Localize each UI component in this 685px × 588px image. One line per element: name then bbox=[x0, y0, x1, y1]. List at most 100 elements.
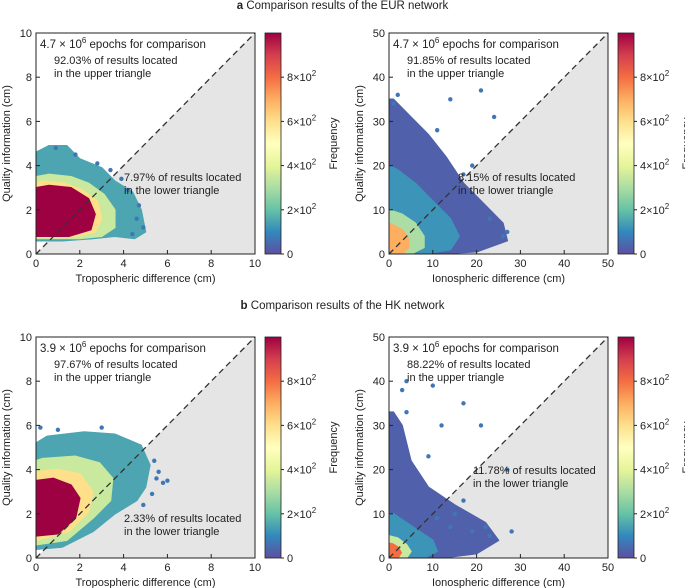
scatter-point bbox=[119, 176, 124, 182]
x-tick-label: 30 bbox=[514, 562, 526, 574]
colorbar-tick-label: 4×102 bbox=[287, 462, 317, 477]
colorbar-tick-label: 4×102 bbox=[640, 158, 670, 173]
y-tick-label: 10 bbox=[20, 332, 32, 344]
y-tick-label: 4 bbox=[26, 161, 32, 173]
y-tick-label: 10 bbox=[373, 509, 385, 521]
y-tick-label: 20 bbox=[373, 161, 385, 173]
upper-triangle-annotation: 97.67% of results located bbox=[54, 359, 178, 371]
upper-triangle-annotation: 92.03% of results located bbox=[54, 55, 178, 67]
x-axis-label: Tropospheric difference (cm) bbox=[76, 273, 216, 285]
scatter-point bbox=[399, 387, 405, 393]
y-tick-label: 40 bbox=[373, 376, 385, 388]
diagonal-line bbox=[35, 32, 256, 255]
x-tick-label: 10 bbox=[427, 562, 439, 574]
x-tick-label: 4 bbox=[121, 258, 127, 270]
x-tick-label: 20 bbox=[470, 258, 482, 270]
section-letter-a: a bbox=[236, 0, 244, 12]
colorbar-tick-label: 6×102 bbox=[640, 417, 670, 432]
scatter-point bbox=[154, 476, 159, 481]
x-tick-label: 0 bbox=[33, 258, 39, 270]
y-tick-label: 8 bbox=[26, 376, 32, 388]
x-tick-label: 10 bbox=[249, 258, 261, 270]
x-tick-label: 50 bbox=[602, 258, 614, 270]
colorbar-tick-label: 8×102 bbox=[287, 69, 317, 84]
scatter-point bbox=[73, 152, 78, 157]
y-tick-label: 2 bbox=[26, 205, 32, 217]
chart-hk-trop: 0 2 4 6 8 10 0 2 4 6 8 10 Tropospheric difference (c… bbox=[1, 332, 340, 588]
y-axis-label: Quality information (cm) bbox=[354, 85, 366, 202]
x-tick-label: 0 bbox=[386, 562, 392, 574]
colorbar-tick-label: 2×102 bbox=[640, 506, 670, 521]
upper-triangle-annotation: 91.85% of results located bbox=[407, 55, 531, 67]
scatter-point bbox=[38, 425, 43, 430]
x-tick-label: 10 bbox=[427, 258, 439, 270]
lower-triangle-annotation: 2.33% of results located bbox=[124, 513, 241, 525]
density-region-3 bbox=[389, 222, 410, 254]
section-title-a-text: Comparison results of the EUR network bbox=[246, 0, 449, 12]
colorbar-tick-label: 4×102 bbox=[640, 462, 670, 477]
x-tick-label: 10 bbox=[249, 562, 261, 574]
scatter-point bbox=[108, 167, 113, 173]
chart-eur-iono: 0 10 20 30 40 50 0 10 20 30 40 50 Ionospheric differ… bbox=[354, 28, 685, 285]
y-tick-label: 30 bbox=[373, 420, 385, 432]
colorbar-tick-label: 6×102 bbox=[640, 113, 670, 128]
x-tick-label: 30 bbox=[514, 258, 526, 270]
scatter-point bbox=[95, 161, 100, 166]
section-title-b-text: Comparison results of the HK network bbox=[250, 300, 445, 312]
scatter-point bbox=[156, 469, 161, 475]
plot-frame bbox=[35, 32, 256, 255]
upper-triangle-annotation: in the upper triangle bbox=[407, 68, 504, 80]
x-tick-label: 2 bbox=[77, 258, 83, 270]
y-tick-label: 40 bbox=[373, 72, 385, 84]
lower-triangle-annotation: 7.97% of results located bbox=[124, 172, 241, 184]
colorbar bbox=[617, 32, 635, 255]
y-tick-label: 4 bbox=[26, 465, 32, 477]
scatter-point bbox=[461, 172, 466, 177]
x-axis-label: Tropospheric difference (cm) bbox=[76, 577, 216, 588]
lower-triangle-annotation: in the lower triangle bbox=[124, 185, 219, 197]
scatter-point bbox=[395, 92, 400, 98]
upper-triangle-annotation: in the upper triangle bbox=[54, 372, 151, 384]
scatter-point bbox=[404, 409, 409, 415]
scatter-point bbox=[53, 145, 58, 151]
colorbar-label: Frequency bbox=[681, 421, 685, 473]
scatter-point bbox=[404, 379, 409, 384]
colorbar-tick-label: 0 bbox=[287, 249, 293, 261]
diagonal-line bbox=[388, 336, 609, 559]
scatter-point bbox=[505, 229, 510, 235]
colorbar-tick-label: 8×102 bbox=[640, 69, 670, 84]
scatter-point bbox=[478, 423, 484, 428]
scatter-point bbox=[160, 480, 166, 486]
scatter-point bbox=[141, 225, 146, 230]
y-tick-label: 6 bbox=[26, 116, 32, 128]
scatter-point bbox=[55, 427, 61, 433]
scatter-point bbox=[470, 163, 475, 168]
y-axis-label: Quality information (cm) bbox=[354, 389, 366, 506]
x-tick-label: 6 bbox=[164, 258, 170, 270]
density-region-3 bbox=[36, 477, 81, 537]
scatter-point bbox=[125, 187, 131, 193]
colorbar-tick-label: 2×102 bbox=[640, 202, 670, 217]
colorbar-label: Frequency bbox=[328, 421, 340, 473]
density bbox=[36, 425, 170, 550]
epochs-annotation: 4.7 × 106 epochs for comparison bbox=[393, 36, 559, 51]
y-tick-label: 0 bbox=[26, 249, 32, 261]
y-tick-label: 6 bbox=[26, 420, 32, 432]
y-tick-label: 50 bbox=[373, 332, 385, 344]
colorbar-tick-label: 0 bbox=[287, 553, 293, 565]
colorbar-tick-label: 0 bbox=[640, 249, 646, 261]
colorbar bbox=[264, 32, 282, 255]
x-tick-label: 8 bbox=[208, 562, 214, 574]
section-title-a: a Comparison results of the EUR network bbox=[0, 0, 685, 12]
y-tick-label: 0 bbox=[379, 553, 385, 565]
upper-triangle-annotation: in the upper triangle bbox=[54, 68, 151, 80]
colorbar-label: Frequency bbox=[328, 117, 340, 169]
scatter-point bbox=[136, 203, 142, 208]
epochs-annotation: 3.9 × 106 epochs for comparison bbox=[393, 340, 559, 355]
colorbar-tick-label: 2×102 bbox=[287, 506, 317, 521]
section-title-b: b Comparison results of the HK network bbox=[0, 300, 685, 312]
colorbar-tick-label: 8×102 bbox=[287, 373, 317, 388]
epochs-annotation: 4.7 × 106 epochs for comparison bbox=[40, 36, 206, 51]
y-tick-label: 30 bbox=[373, 116, 385, 128]
colorbar-tick-label: 8×102 bbox=[640, 373, 670, 388]
